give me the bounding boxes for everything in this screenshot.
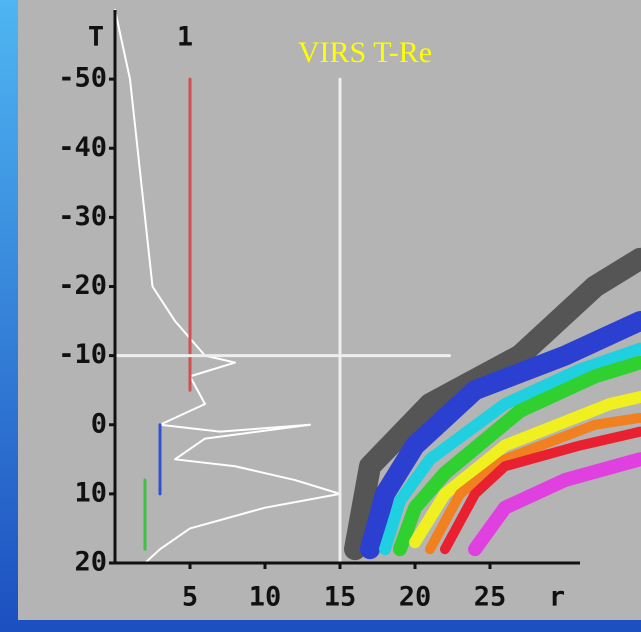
y-tick-label: 0	[91, 408, 107, 439]
y-tick-label: -50	[58, 63, 107, 94]
y-tick-label: -40	[58, 132, 107, 163]
series-line	[440, 426, 641, 555]
x-tick-label: 25	[474, 582, 507, 613]
x-axis-label: r	[549, 582, 565, 613]
series-line	[360, 311, 641, 560]
y-tick-label: 10	[74, 477, 107, 508]
series-line	[393, 355, 641, 557]
y-tick-label: -10	[58, 339, 107, 370]
y-axis-label: T	[88, 22, 104, 53]
series-line	[409, 391, 641, 549]
series-line	[425, 412, 641, 555]
annotation: 1	[177, 22, 193, 53]
chart-title: VIRS T-Re	[298, 36, 432, 69]
y-tick-label: -30	[58, 201, 107, 232]
y-tick-label: 20	[74, 547, 107, 578]
x-tick-label: 20	[399, 582, 432, 613]
x-tick-label: 5	[182, 582, 198, 613]
series-line	[379, 342, 641, 556]
x-tick-label: 15	[324, 582, 357, 613]
series-line	[468, 452, 641, 557]
series-line	[114, 9, 341, 564]
plot-panel	[18, 0, 641, 620]
y-tick-label: -20	[58, 270, 107, 301]
x-tick-label: 10	[249, 582, 282, 613]
